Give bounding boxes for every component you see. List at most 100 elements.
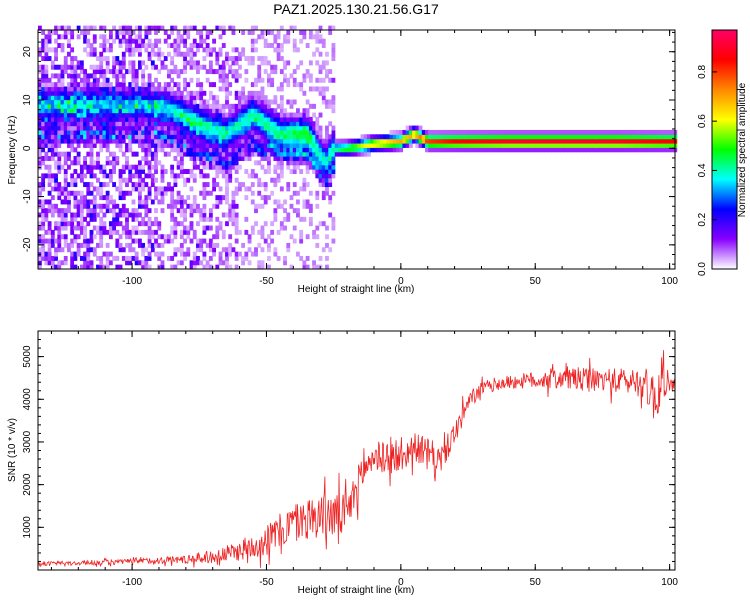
spectrogram-cell bbox=[83, 90, 87, 96]
spectrogram-cell bbox=[141, 203, 146, 209]
spectrogram-cell bbox=[315, 164, 320, 170]
spectrogram-cell bbox=[118, 108, 123, 114]
spectrogram-cell bbox=[183, 216, 187, 222]
spectrogram-cell bbox=[270, 112, 275, 118]
spectrogram-cell bbox=[376, 142, 381, 148]
spectrogram-cell bbox=[167, 134, 171, 140]
spectrogram-cell bbox=[144, 30, 149, 35]
spectrogram-cell bbox=[86, 125, 91, 131]
spectrogram-cell bbox=[231, 195, 236, 201]
spectrogram-cell bbox=[105, 116, 110, 122]
spectrogram-cell bbox=[208, 225, 213, 231]
spectrogram-cell bbox=[137, 221, 142, 227]
spectrogram-cell bbox=[105, 64, 110, 70]
spectrogram-cell bbox=[276, 129, 281, 135]
spectrogram-cell bbox=[131, 73, 136, 79]
spectrogram-cell bbox=[531, 142, 536, 148]
spectrogram-cell bbox=[366, 142, 371, 148]
spectrogram-cell bbox=[179, 203, 184, 209]
spectrogram-cell bbox=[79, 216, 84, 222]
spectrogram-cell bbox=[105, 199, 110, 205]
spectrogram-cell bbox=[99, 260, 104, 266]
spectrogram-cell bbox=[331, 56, 336, 62]
spectrogram-cell bbox=[299, 151, 304, 157]
spectrogram-cell bbox=[279, 108, 284, 114]
spectrogram-cell bbox=[444, 134, 449, 140]
spectrogram-cell bbox=[408, 138, 413, 144]
spectrogram-cell bbox=[250, 173, 255, 179]
spectrogram-cell bbox=[276, 86, 281, 92]
spectrogram-cell bbox=[418, 142, 423, 148]
spectrogram-cell bbox=[41, 242, 46, 248]
spectrogram-cell bbox=[312, 34, 316, 40]
spectrogram-cell bbox=[38, 69, 42, 75]
spectrogram-cell bbox=[254, 25, 258, 31]
spectrogram-cell bbox=[247, 260, 252, 266]
spectrogram-cell bbox=[67, 203, 71, 209]
spectrogram-cell bbox=[118, 43, 123, 48]
spectrogram-cell bbox=[263, 121, 268, 127]
spectrogram-cell bbox=[267, 82, 271, 88]
spectrogram-cell bbox=[108, 229, 113, 235]
spectrogram-cell bbox=[299, 229, 304, 235]
spectrogram-cell bbox=[118, 169, 123, 174]
spectrogram-cell bbox=[450, 129, 455, 135]
spectrogram-cell bbox=[486, 142, 491, 148]
spectrogram-cell bbox=[196, 142, 200, 148]
spectrogram-cell bbox=[218, 34, 223, 40]
spectrogram-cell bbox=[67, 108, 71, 114]
spectrogram-cell bbox=[250, 112, 255, 118]
spectrogram-cell bbox=[325, 151, 329, 157]
spectrogram-cell bbox=[157, 121, 162, 127]
spectrogram-cell bbox=[70, 90, 75, 96]
spectrogram-cell bbox=[557, 129, 562, 135]
spectrogram-cell bbox=[63, 25, 68, 31]
spectrogram-cell bbox=[189, 64, 194, 70]
spectrogram-cell bbox=[128, 99, 133, 105]
spectrogram-cell bbox=[47, 255, 52, 261]
spectrogram-cell bbox=[99, 73, 104, 79]
spectrogram-cell bbox=[83, 125, 87, 131]
spectrogram-cell bbox=[154, 30, 158, 35]
spectrogram-cell bbox=[144, 116, 149, 122]
spectrogram-cell bbox=[234, 264, 239, 270]
spectrogram-cell bbox=[396, 134, 400, 140]
spectrogram-cell bbox=[476, 142, 481, 148]
spectrogram-cell bbox=[579, 138, 584, 144]
spectrogram-cell bbox=[273, 64, 278, 70]
spectrogram-cell bbox=[434, 129, 439, 135]
spectrogram-cell bbox=[205, 43, 210, 48]
spectrogram-cell bbox=[99, 51, 104, 57]
spectrogram-cell bbox=[141, 247, 146, 253]
spectrogram-cell bbox=[318, 34, 323, 40]
spectrogram-cell bbox=[144, 64, 149, 70]
spectrogram-cell bbox=[328, 247, 333, 253]
spectrogram-cell bbox=[263, 38, 268, 44]
spectrogram-cell bbox=[79, 108, 84, 114]
spectrogram-cell bbox=[212, 121, 216, 127]
spectrogram-cell bbox=[134, 43, 139, 48]
spectrogram-cell bbox=[450, 147, 455, 153]
spectrogram-cell bbox=[666, 129, 671, 135]
spectrogram-cell bbox=[83, 238, 87, 244]
spectrogram-cell bbox=[150, 151, 155, 157]
spectrogram-cell bbox=[212, 95, 216, 101]
spectrogram-cell bbox=[160, 103, 165, 109]
spectrogram-cell bbox=[196, 95, 200, 101]
spectrogram-cell bbox=[318, 38, 323, 44]
spectrogram-cell bbox=[147, 103, 152, 109]
spectrogram-cell bbox=[257, 260, 262, 266]
spectrogram-cell bbox=[237, 95, 242, 101]
spectrogram-cell bbox=[154, 112, 158, 118]
spectrogram-cell bbox=[215, 69, 220, 75]
spectrogram-cell bbox=[73, 182, 78, 188]
spectrogram-cell bbox=[63, 95, 68, 101]
spectrogram-cell bbox=[592, 129, 597, 135]
spectrogram-cell bbox=[176, 38, 181, 44]
spectrogram-cell bbox=[86, 134, 91, 140]
spectrogram-cell bbox=[179, 95, 184, 101]
spectrogram-cell bbox=[115, 73, 120, 79]
spectrogram-cell bbox=[315, 195, 320, 201]
spectrogram-cell bbox=[54, 264, 58, 270]
spectrogram-y-tick-label: 10 bbox=[22, 94, 33, 106]
